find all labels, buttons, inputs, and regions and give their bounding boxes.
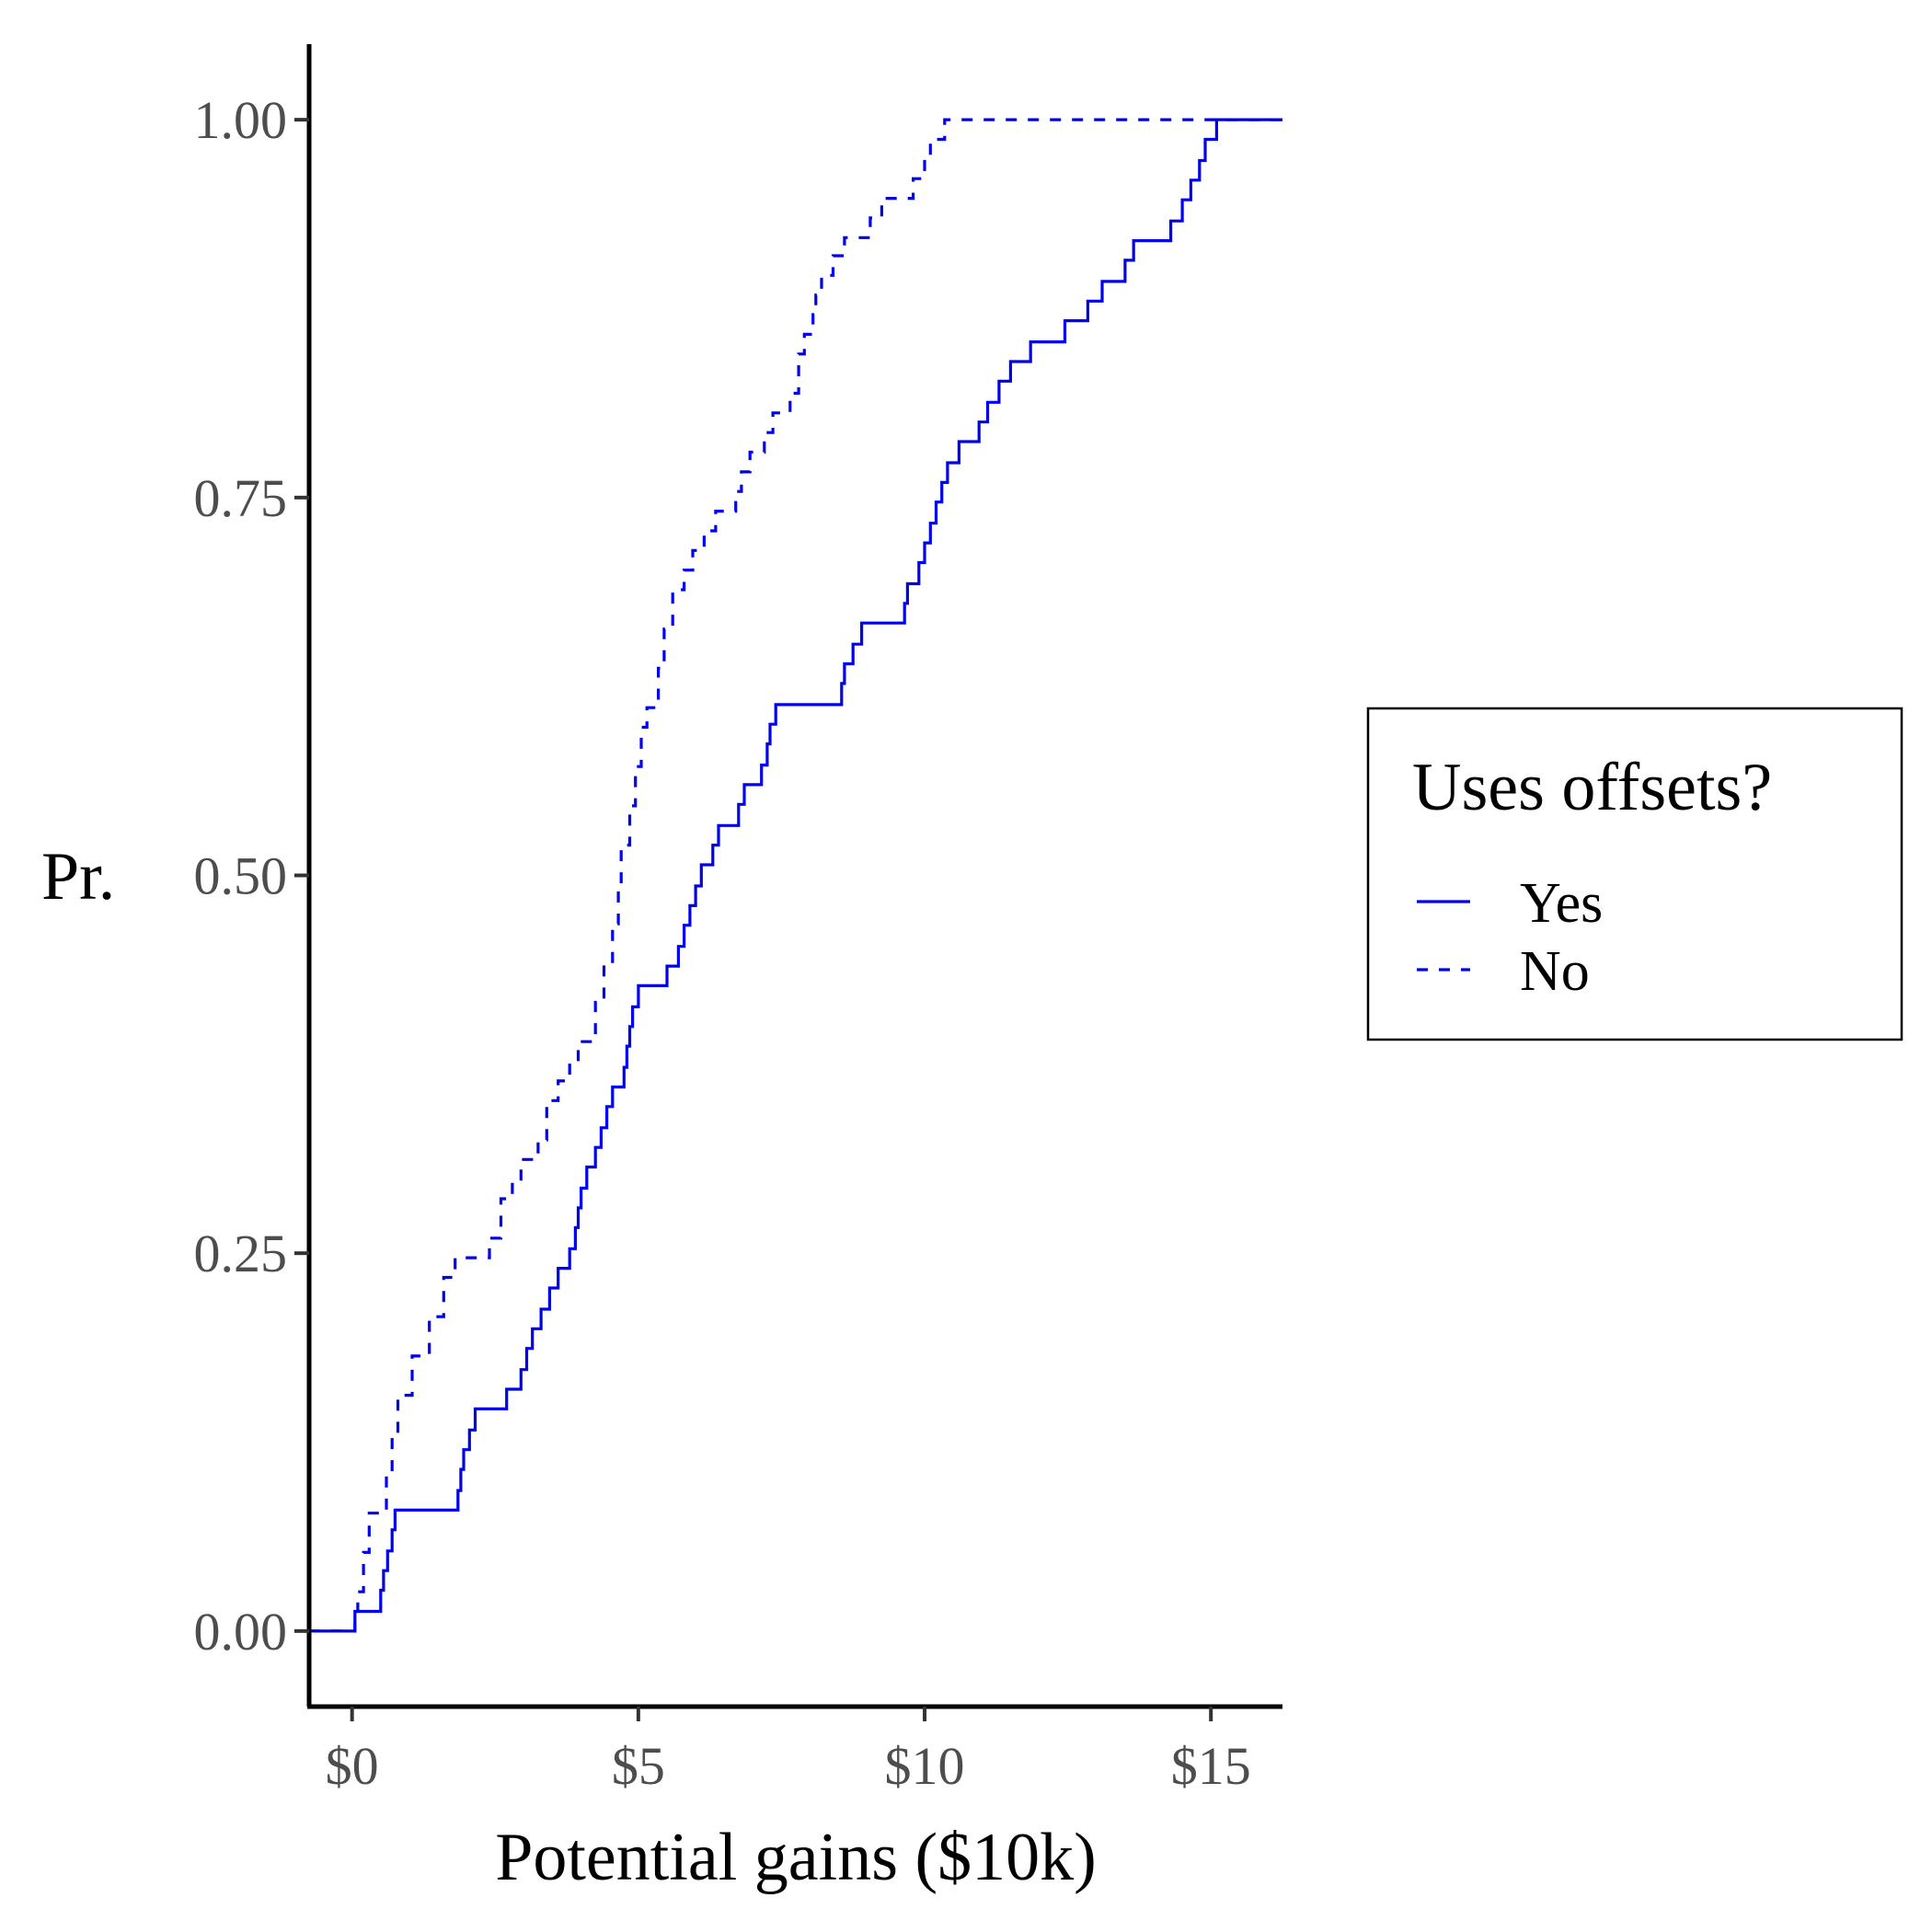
y-tick-label: 0.75: [194, 468, 288, 528]
y-tick-label: 0.25: [194, 1224, 288, 1283]
x-tick-label: $10: [885, 1736, 965, 1796]
legend-title: Uses offsets?: [1412, 750, 1772, 825]
axes: 0.00 0.25 0.50 0.75 1.00 $0 $5 $10 $15: [194, 44, 1282, 1796]
y-tick-label: 1.00: [194, 90, 288, 150]
x-tick-label: $5: [612, 1736, 665, 1796]
y-tick-label: 0.50: [194, 846, 288, 906]
x-tick-label: $0: [326, 1736, 379, 1796]
y-ticks: 0.00 0.25 0.50 0.75 1.00: [194, 90, 309, 1662]
x-tick-label: $15: [1171, 1736, 1251, 1796]
x-ticks: $0 $5 $10 $15: [326, 1707, 1251, 1796]
series-line-yes: [309, 118, 1282, 1633]
series-line-no: [309, 118, 1282, 1633]
plot-area: [309, 118, 1282, 1633]
legend-box: [1366, 707, 1903, 1041]
y-axis-title: Pr.: [41, 839, 115, 914]
y-tick-label: 0.00: [194, 1602, 288, 1662]
legend-label-yes: Yes: [1520, 872, 1603, 935]
legend-label-no: No: [1520, 940, 1590, 1003]
x-axis-title: Potential gains ($10k): [495, 1820, 1097, 1895]
